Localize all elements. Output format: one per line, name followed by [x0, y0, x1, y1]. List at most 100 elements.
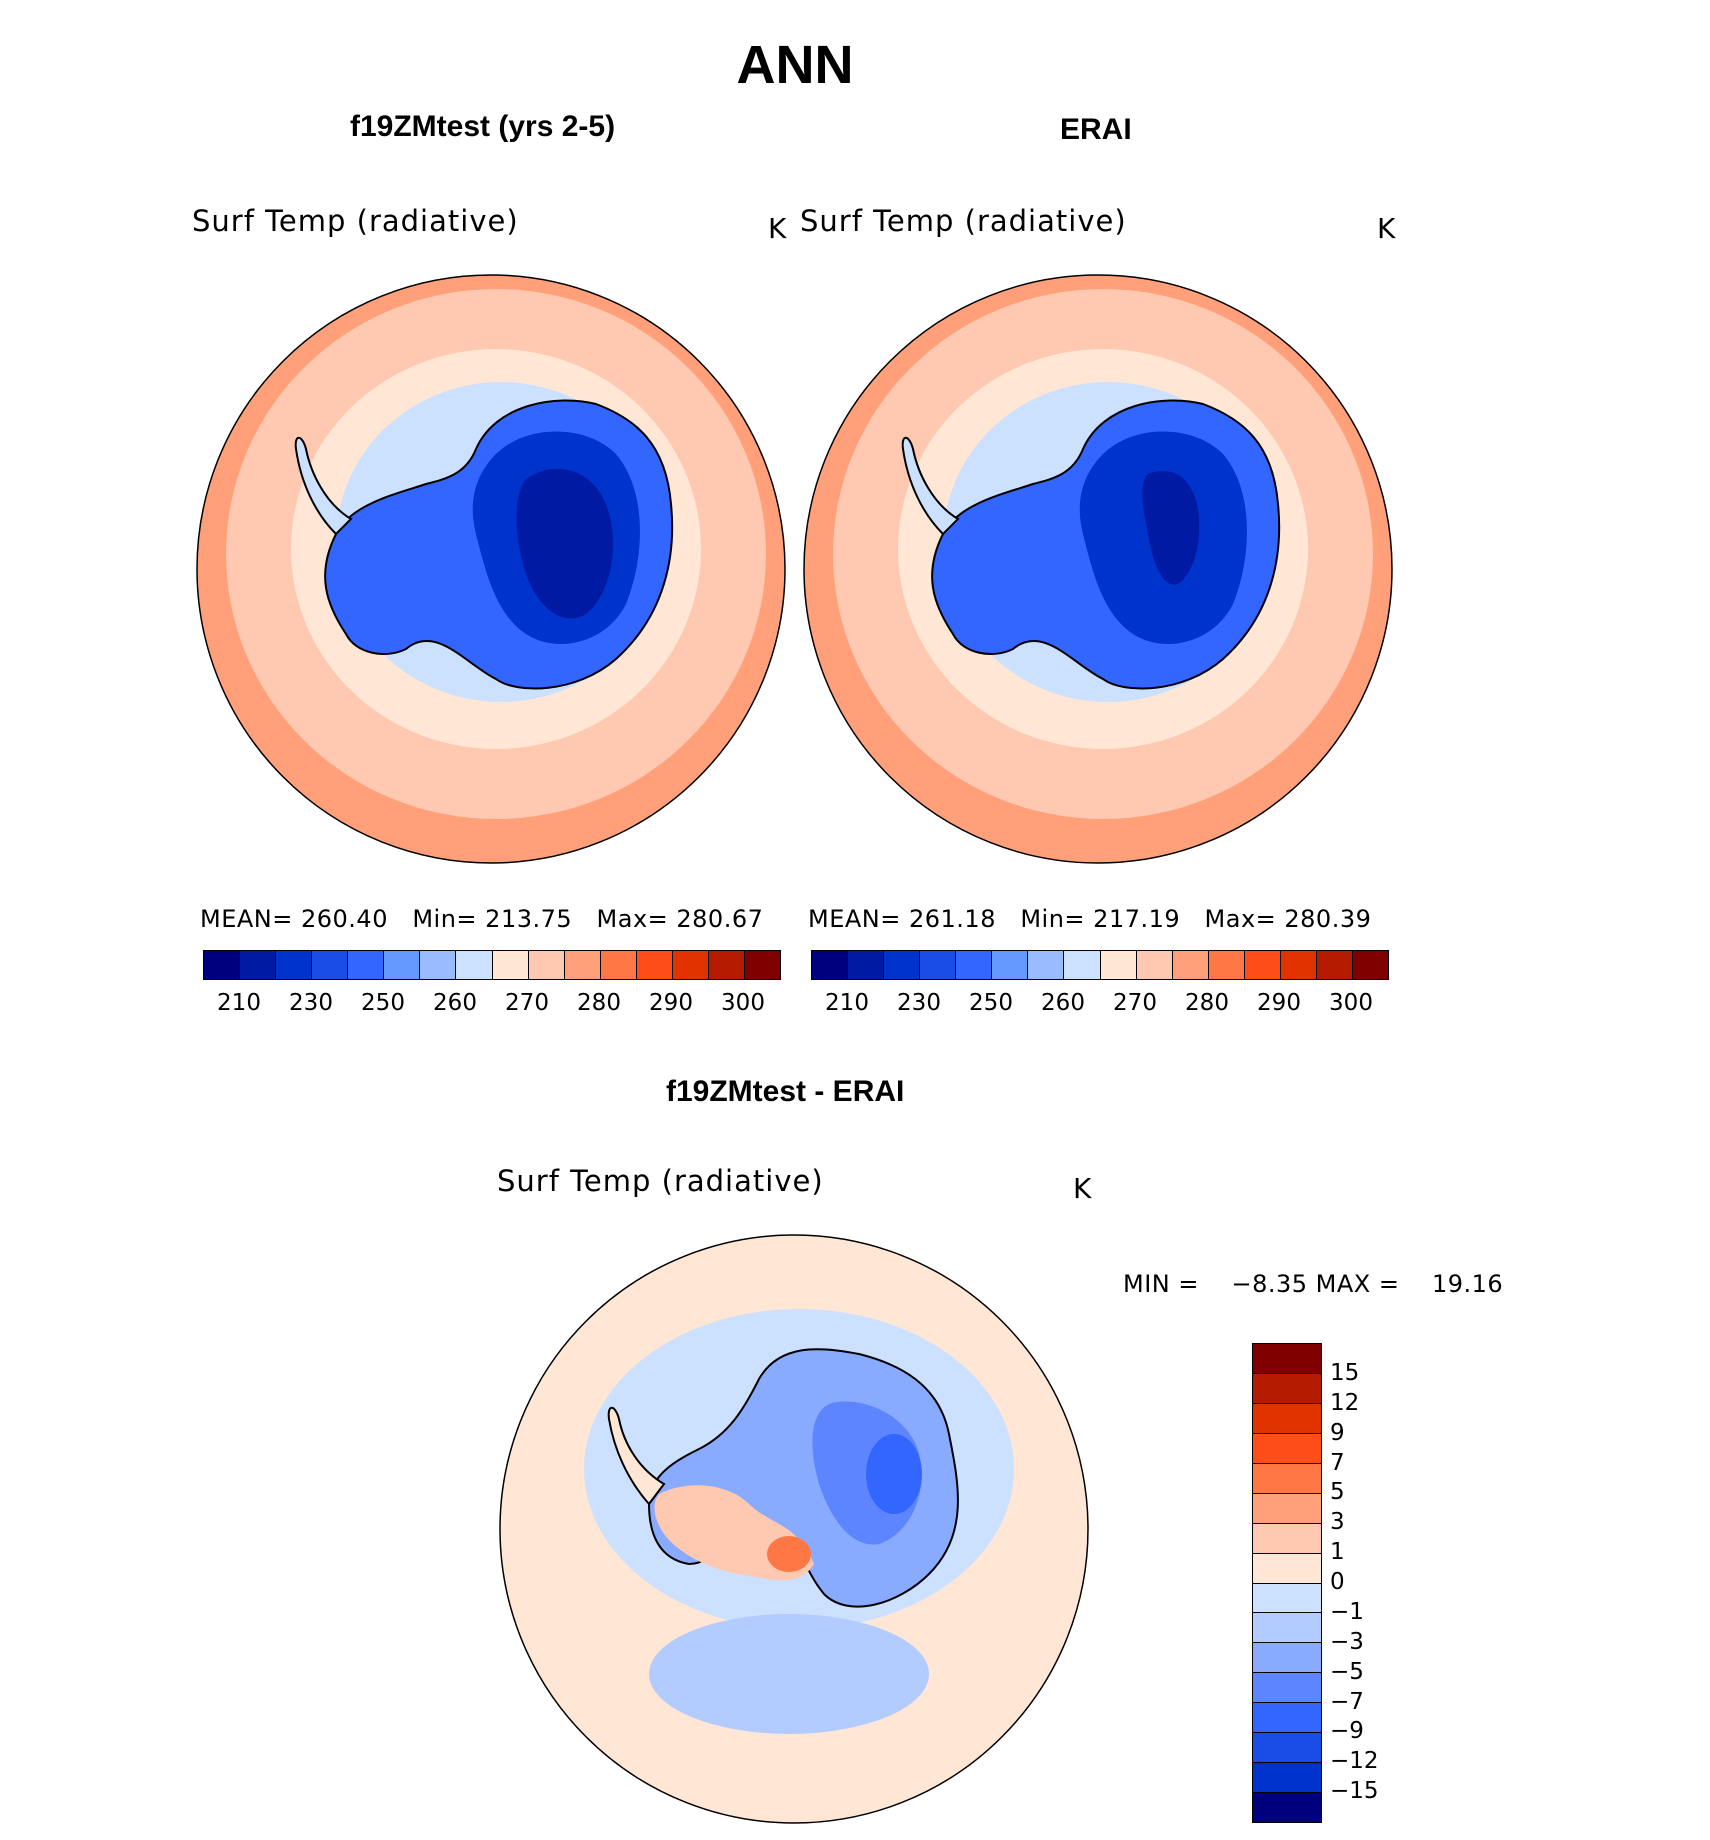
colorbar-swatch	[1253, 1793, 1321, 1822]
obs-stats: MEAN= 261.18 Min= 217.19 Max= 280.39	[808, 905, 1372, 933]
antarctic-peninsula	[901, 436, 960, 536]
colorbar-tick-label: −9	[1330, 1718, 1364, 1745]
diff-colorbar-ticks: 15 12 9 7 5 3 1 0 −1 −3 −5 −7 −9 −12 −15	[1330, 1343, 1410, 1821]
obs-variable-label: Surf Temp (radiative)	[800, 204, 1127, 238]
colorbar-swatch	[1253, 1373, 1321, 1404]
colorbar-tick-label: 300	[1329, 990, 1373, 1016]
model-colorbar-ticks: 210 230 250 260 270 280 290 300	[203, 990, 779, 1020]
colorbar-tick-label: 210	[217, 990, 261, 1016]
colorbar-swatch	[1253, 1613, 1321, 1644]
colorbar-swatch	[992, 951, 1029, 979]
colorbar-swatch	[420, 951, 457, 979]
colorbar-tick-label: 1	[1330, 1539, 1345, 1566]
diff-polar-map	[499, 1234, 1089, 1824]
colorbar-tick-label: 290	[1257, 990, 1301, 1016]
colorbar-swatch	[672, 951, 709, 979]
diff-colorbar	[1252, 1343, 1322, 1823]
colorbar-swatch	[1136, 951, 1173, 979]
colorbar-swatch	[1253, 1463, 1321, 1494]
diff-panel-title: f19ZMtest - ERAI	[666, 1075, 905, 1108]
colorbar-swatch	[1253, 1673, 1321, 1704]
model-polar-map	[196, 274, 786, 864]
colorbar-tick-label: −7	[1330, 1688, 1364, 1715]
colorbar-tick-label: 260	[433, 990, 477, 1016]
colorbar-tick-label: 15	[1330, 1359, 1360, 1386]
colorbar-tick-label: 12	[1330, 1389, 1360, 1416]
colorbar-swatch	[1280, 951, 1317, 979]
colorbar-swatch	[1100, 951, 1137, 979]
colorbar-swatch	[1253, 1733, 1321, 1764]
obs-colorbar-ticks: 210 230 250 260 270 280 290 300	[811, 990, 1387, 1020]
colorbar-tick-label: −5	[1330, 1658, 1364, 1685]
map-band-cool-ocean	[649, 1614, 929, 1734]
colorbar-swatch	[1253, 1583, 1321, 1614]
colorbar-tick-label: 250	[361, 990, 405, 1016]
colorbar-swatch	[812, 951, 849, 979]
colorbar-tick-label: 0	[1330, 1569, 1345, 1595]
colorbar-swatch	[1172, 951, 1209, 979]
colorbar-swatch	[276, 951, 313, 979]
colorbar-tick-label: 7	[1330, 1449, 1345, 1476]
colorbar-swatch	[1253, 1403, 1321, 1434]
colorbar-swatch	[920, 951, 957, 979]
colorbar-swatch	[492, 951, 529, 979]
colorbar-tick-label: 9	[1330, 1419, 1345, 1446]
main-title: ANN	[736, 35, 854, 95]
colorbar-swatch	[204, 951, 241, 979]
model-panel-title: f19ZMtest (yrs 2-5)	[350, 110, 616, 143]
colorbar-swatch	[636, 951, 673, 979]
colorbar-tick-label: 290	[649, 990, 693, 1016]
colorbar-swatch	[312, 951, 349, 979]
colorbar-tick-label: −3	[1330, 1628, 1364, 1655]
obs-polar-map	[803, 274, 1393, 864]
diff-stats: MIN = −8.35 MAX = 19.16	[1123, 1270, 1504, 1298]
obs-colorbar	[811, 950, 1389, 980]
colorbar-swatch	[1253, 1643, 1321, 1674]
colorbar-swatch	[956, 951, 993, 979]
colorbar-swatch	[600, 951, 637, 979]
colorbar-tick-label: 280	[1185, 990, 1229, 1016]
colorbar-swatch	[708, 951, 745, 979]
colorbar-swatch	[1253, 1703, 1321, 1734]
east-antarctica-core	[866, 1434, 922, 1514]
colorbar-tick-label: 270	[505, 990, 549, 1016]
colorbar-tick-label: 3	[1330, 1509, 1345, 1536]
colorbar-swatch	[1244, 951, 1281, 979]
colorbar-tick-label: 210	[825, 990, 869, 1016]
colorbar-tick-label: 230	[289, 990, 333, 1016]
colorbar-swatch	[1253, 1763, 1321, 1794]
colorbar-tick-label: 230	[897, 990, 941, 1016]
antarctic-peninsula	[294, 436, 353, 536]
colorbar-swatch	[384, 951, 421, 979]
colorbar-tick-label: 280	[577, 990, 621, 1016]
colorbar-swatch	[240, 951, 277, 979]
colorbar-tick-label: 300	[721, 990, 765, 1016]
colorbar-tick-label: 250	[969, 990, 1013, 1016]
colorbar-swatch	[848, 951, 885, 979]
colorbar-swatch	[528, 951, 565, 979]
model-variable-label: Surf Temp (radiative)	[192, 204, 519, 238]
colorbar-tick-label: 5	[1330, 1479, 1345, 1506]
colorbar-swatch	[1253, 1433, 1321, 1464]
model-colorbar	[203, 950, 781, 980]
colorbar-swatch	[1253, 1553, 1321, 1584]
colorbar-tick-label: −12	[1330, 1748, 1379, 1775]
colorbar-swatch	[1208, 951, 1245, 979]
colorbar-swatch	[1253, 1493, 1321, 1524]
warm-anomaly-core	[767, 1536, 811, 1572]
colorbar-swatch	[348, 951, 385, 979]
antarctica-plateau	[1142, 470, 1200, 585]
model-units-label: K	[768, 212, 787, 245]
colorbar-swatch	[456, 951, 493, 979]
diff-units-label: K	[1073, 1172, 1092, 1205]
colorbar-swatch	[1253, 1344, 1321, 1374]
diff-variable-label: Surf Temp (radiative)	[497, 1164, 824, 1198]
colorbar-tick-label: 260	[1041, 990, 1085, 1016]
obs-panel-title: ERAI	[1060, 113, 1132, 146]
colorbar-swatch	[1253, 1523, 1321, 1554]
colorbar-swatch	[884, 951, 921, 979]
colorbar-swatch	[1064, 951, 1101, 979]
obs-units-label: K	[1377, 212, 1396, 245]
colorbar-swatch	[564, 951, 601, 979]
colorbar-swatch	[1316, 951, 1353, 979]
